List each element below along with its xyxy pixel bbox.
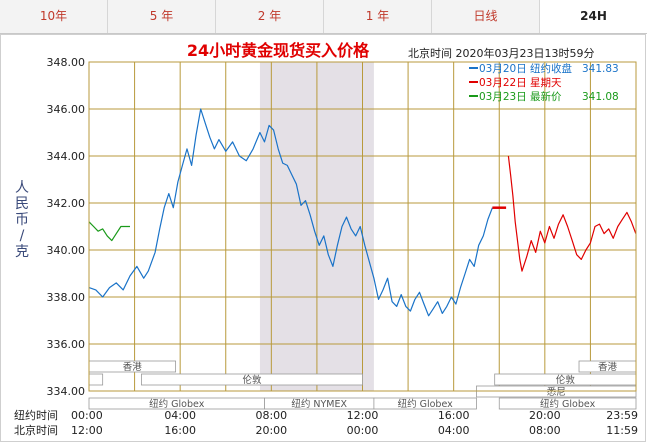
- tab-3[interactable]: 1 年: [324, 0, 432, 33]
- y-axis-label: /: [20, 228, 25, 244]
- legend-date: 03月23日: [479, 91, 527, 103]
- x-tick-label: 12:00: [71, 424, 103, 437]
- chart-frame: [0, 34, 646, 442]
- session-label: 伦敦: [556, 374, 576, 386]
- y-tick-label: 340.00: [47, 244, 86, 257]
- tab-0[interactable]: 10年: [0, 0, 108, 33]
- x-tick-label: 04:00: [164, 409, 196, 422]
- session-box: [373, 397, 477, 410]
- y-axis-label: 人: [15, 180, 29, 196]
- y-tick-label: 334.00: [47, 385, 86, 398]
- x-row-label: 北京时间: [14, 423, 58, 437]
- tab-5[interactable]: 24H: [540, 0, 647, 33]
- session-label: 纽约 Globex: [540, 398, 596, 410]
- x-tick-label: 16:00: [438, 409, 470, 422]
- series-line-0: [88, 108, 493, 317]
- legend-value: 341.08: [582, 91, 619, 103]
- session-label: 香港: [598, 361, 618, 373]
- legend-value: 341.83: [582, 63, 619, 75]
- session-label: 纽约 Globex: [149, 398, 205, 410]
- x-tick-label: 20:00: [529, 409, 561, 422]
- x-tick-label: 23:59: [606, 409, 638, 422]
- session-box: [88, 373, 104, 386]
- legend-text: 最新价: [530, 90, 562, 103]
- y-tick-label: 336.00: [47, 338, 86, 351]
- x-row-label: 纽约时间: [14, 408, 58, 422]
- session-label: 悉尼: [547, 386, 566, 398]
- tab-2[interactable]: 2 年: [216, 0, 324, 33]
- y-axis-label: 币: [15, 212, 29, 228]
- x-tick-label: 00:00: [347, 424, 379, 437]
- session-label: 纽约 Globex: [398, 398, 454, 410]
- session-label: 香港: [123, 361, 143, 373]
- x-tick-label: 04:00: [438, 424, 470, 437]
- y-tick-label: 344.00: [47, 150, 86, 163]
- session-label: 伦敦: [242, 374, 262, 386]
- x-tick-label: 16:00: [164, 424, 196, 437]
- session-box: [498, 397, 637, 410]
- y-axis-label: 克: [15, 244, 29, 260]
- gold-price-chart: 348.00 346.00 344.00 342.00 340.00 338.00 336.…: [0, 34, 646, 442]
- session-label: 纽约 NYMEX: [291, 398, 347, 410]
- tab-4[interactable]: 日线: [432, 0, 540, 33]
- x-tick-label: 11:59: [606, 424, 638, 437]
- legend-text: 纽约收盘: [530, 62, 572, 75]
- y-tick-label: 342.00: [47, 197, 86, 210]
- chart-subtitle: 北京时间 2020年03月23日13时59分: [408, 46, 594, 60]
- x-tick-label: 08:00: [255, 409, 287, 422]
- x-tick-label: 00:00: [71, 409, 103, 422]
- chart-title: 24小时黄金现货买入价格: [187, 41, 370, 60]
- tab-1[interactable]: 5 年: [108, 0, 216, 33]
- session-box: [141, 373, 363, 386]
- x-tick-label: 08:00: [529, 424, 561, 437]
- plot-border: [88, 61, 637, 392]
- series-line-2: [507, 155, 637, 272]
- legend-text: 星期天: [530, 77, 562, 89]
- legend-date: 03月20日: [479, 63, 527, 75]
- y-axis-label: 民: [15, 196, 29, 212]
- x-tick-label: 20:00: [255, 424, 287, 437]
- y-tick-label: 348.00: [47, 56, 86, 69]
- series-line-3: [88, 221, 130, 242]
- y-tick-label: 338.00: [47, 291, 86, 304]
- legend-date: 03月22日: [479, 77, 527, 89]
- x-tick-label: 12:00: [347, 409, 379, 422]
- y-tick-label: 346.00: [47, 103, 86, 116]
